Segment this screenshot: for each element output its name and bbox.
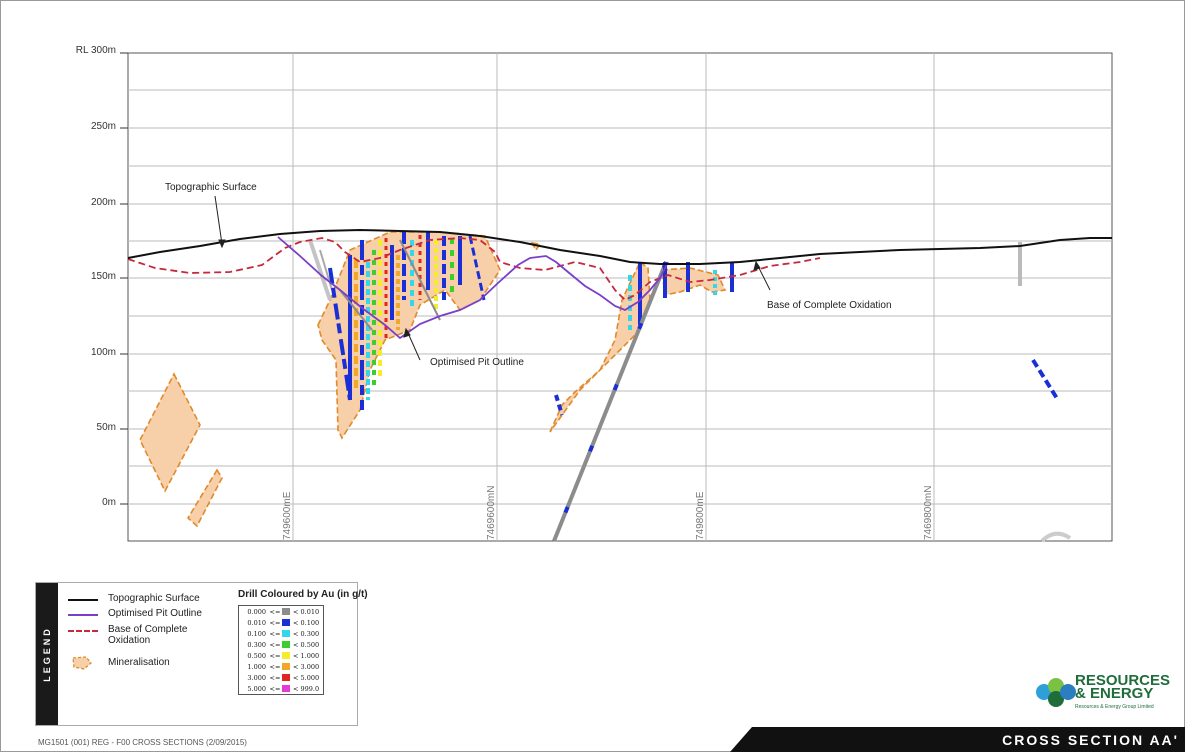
drill-colour-row: 0.100 <= < 0.300 [239, 628, 323, 639]
section-title: CROSS SECTION AA' [1002, 732, 1179, 748]
drill-colour-title: Drill Coloured by Au (in g/t) [238, 589, 368, 600]
drill-hole [552, 261, 668, 542]
base-oxidation-annotation: Base of Complete Oxidation [767, 300, 892, 311]
drill-holes [308, 232, 1060, 542]
drill-swatch [282, 685, 290, 692]
drawing-reference: MG1501 (001) REG - F00 CROSS SECTIONS (2… [38, 738, 247, 747]
drill-colour-row: 0.500 <= < 1.000 [239, 650, 323, 661]
drill-hole [308, 239, 332, 301]
drill-low: 5.000 [247, 684, 266, 693]
drill-swatch [282, 630, 290, 637]
drill-colour-row: 3.000 <= < 5.000 [239, 672, 323, 683]
drill-op: <= [269, 662, 281, 671]
mineralisation-zone-west-small [186, 468, 223, 528]
drill-low: 0.500 [247, 651, 266, 660]
brand-subtitle: Resources & Energy Group Limited [1075, 704, 1154, 710]
legend-tab: LEGEND [36, 583, 58, 725]
drill-high: < 0.100 [293, 618, 320, 627]
y-axis-label: 100m [90, 347, 116, 358]
mineralisation-zone-far-east [661, 267, 727, 296]
drill-op: <= [269, 640, 281, 649]
drill-high: < 0.010 [293, 607, 320, 616]
drill-op: <= [269, 673, 281, 682]
drill-hole [1031, 358, 1060, 402]
annotation-arrows [214, 195, 771, 361]
pit-outline-annotation: Optimised Pit Outline [430, 357, 524, 368]
drill-op: <= [269, 629, 281, 638]
drill-hole [399, 239, 441, 321]
drill-hole [468, 235, 486, 301]
drill-op: <= [269, 607, 281, 616]
drill-swatch [282, 652, 290, 659]
mineralisation-zones [139, 231, 727, 528]
plot-frame [127, 52, 1113, 542]
drill-low: 1.000 [247, 662, 266, 671]
drill-low: 0.000 [247, 607, 266, 616]
drill-swatch [282, 674, 290, 681]
easting-label: 749600mE [282, 491, 293, 540]
drill-colour-table: 0.000 <= < 0.010 0.010 <= < 0.100 0.100 … [238, 605, 324, 695]
easting-label: 749800mE [695, 491, 706, 540]
y-axis-label: 0m [102, 497, 116, 508]
y-axis-label: RL 300m [75, 45, 116, 56]
drill-op: <= [269, 618, 281, 627]
northing-label: 7469800mN [923, 485, 934, 540]
drill-colour-row: 5.000 <= < 999.0 [239, 683, 323, 694]
drill-colour-row: 0.010 <= < 0.100 [239, 617, 323, 628]
mineralisation-zone-east [549, 260, 651, 433]
legend-mineralisation-swatch [72, 656, 92, 670]
brand-name-line2: & ENERGY [1075, 685, 1154, 702]
drill-low: 0.010 [247, 618, 266, 627]
drill-colour-row: 0.000 <= < 0.010 [239, 606, 323, 617]
optimised-pit-outline [277, 236, 669, 340]
drill-high: < 999.0 [293, 684, 320, 693]
drill-high: < 1.000 [293, 651, 320, 660]
drill-swatch [282, 641, 290, 648]
y-axis-ticks [120, 52, 128, 505]
topographic-surface-annotation: Topographic Surface [165, 182, 257, 193]
drill-colour-row: 0.300 <= < 0.500 [239, 639, 323, 650]
drill-swatch [282, 663, 290, 670]
base-complete-oxidation-line [127, 237, 821, 302]
drill-low: 3.000 [247, 673, 266, 682]
legend-tab-label: LEGEND [42, 626, 52, 682]
legend-oxidation-swatch [68, 630, 98, 632]
drill-low: 0.300 [247, 640, 266, 649]
legend-panel: LEGEND Topographic Surface Optimised Pit… [35, 582, 368, 726]
drill-hole [339, 289, 373, 331]
drill-low: 0.100 [247, 629, 266, 638]
drill-hole [554, 394, 564, 416]
drill-high: < 3.000 [293, 662, 320, 671]
drill-swatch [282, 619, 290, 626]
northing-label: 7469600mN [486, 485, 497, 540]
legend-pit-swatch [68, 614, 98, 616]
drill-op: <= [269, 684, 281, 693]
drill-op: <= [269, 651, 281, 660]
drill-high: < 0.300 [293, 629, 320, 638]
drill-colour-row: 1.000 <= < 3.000 [239, 661, 323, 672]
footer-title-bar: CROSS SECTION AA' [730, 727, 1185, 752]
y-axis-label: 200m [90, 197, 116, 208]
legend-topo-swatch [68, 599, 98, 601]
elevation-gridlines [128, 89, 1112, 505]
topographic-surface-line [127, 228, 1112, 265]
y-axis-label: 250m [90, 121, 116, 132]
legend-topo-label: Topographic Surface [108, 593, 200, 604]
legend-pit-label: Optimised Pit Outline [108, 608, 202, 619]
legend-mineralisation-label: Mineralisation [108, 657, 170, 668]
y-axis-label: 150m [90, 271, 116, 282]
brand-name-line1: RESOURCES [1075, 672, 1171, 689]
easting-gridlines [292, 53, 935, 541]
north-arrow-fragment [1040, 531, 1072, 543]
mineralisation-zone-west-large [139, 372, 201, 493]
company-logo-icon [1036, 678, 1076, 707]
legend-oxidation-label: Base of Complete Oxidation [108, 624, 188, 646]
drill-high: < 0.500 [293, 640, 320, 649]
drill-swatch [282, 608, 290, 615]
brand-name: RESOURCES & ENERGY [1075, 672, 1171, 702]
y-axis-label: 50m [96, 422, 116, 433]
drill-high: < 5.000 [293, 673, 320, 682]
drill-hole [328, 267, 352, 401]
